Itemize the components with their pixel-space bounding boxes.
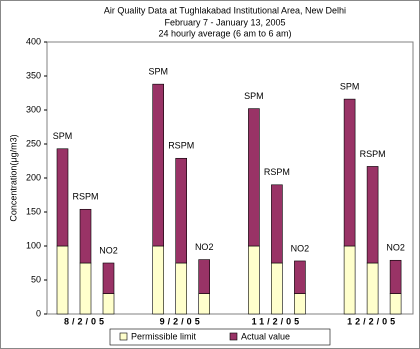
y-tick-label: 300 (26, 104, 41, 114)
chart-subtitle: February 7 - January 13, 2005 (164, 17, 285, 27)
bar-segment (102, 262, 115, 294)
bar-segment (271, 184, 283, 264)
bar-label: SPM (53, 131, 73, 141)
y-tick-label: 0 (36, 308, 41, 318)
y-tick-label: 350 (26, 70, 41, 80)
bar-segment (248, 245, 260, 315)
y-tick-label: 50 (31, 274, 41, 284)
x-group-label: 12/2/05 (347, 316, 398, 326)
bar-label: SPM (148, 67, 168, 77)
bar-segment (56, 148, 69, 247)
x-group-label: 9/2/05 (160, 316, 203, 326)
bar-label: RSPM (72, 192, 98, 202)
legend-swatch (119, 332, 128, 341)
bar-label: NO2 (291, 243, 310, 253)
bar-label: RSPM (168, 141, 194, 151)
legend-label: Actual value (241, 331, 290, 341)
legend-frame (109, 328, 331, 346)
bar-segment (294, 293, 306, 315)
bar-segment (343, 245, 356, 315)
bar-segment (198, 293, 210, 315)
y-axis-label: Concentration(μg/m3) (8, 134, 18, 221)
bar-segment (102, 293, 115, 315)
bar-segment (56, 245, 69, 315)
bar-label: SPM (244, 91, 264, 101)
chart-title: Air Quality Data at Tughlakabad Institut… (104, 5, 346, 15)
bar-segment (152, 245, 164, 315)
legend-swatch (229, 332, 238, 341)
bar-segment (366, 262, 379, 315)
bar-label: NO2 (99, 245, 118, 255)
x-group-label: 8/2/05 (64, 316, 107, 326)
bar-segment (389, 293, 402, 315)
bar-segment (198, 259, 210, 294)
bar-segment (343, 98, 356, 247)
bar-label: RSPM (264, 167, 290, 177)
bar-segment (389, 259, 402, 294)
bar-label: NO2 (195, 242, 214, 252)
bar-label: RSPM (360, 149, 386, 159)
bar-segment (294, 260, 306, 294)
bar-segment (79, 208, 92, 264)
y-tick-label: 200 (26, 172, 41, 182)
y-tick-label: 100 (26, 240, 41, 250)
bar-segment (152, 83, 164, 247)
x-group-label: 11/2/05 (252, 316, 303, 326)
bar-label: SPM (340, 81, 360, 91)
y-tick-label: 150 (26, 206, 41, 216)
bar-segment (175, 157, 187, 264)
bar-segment (271, 262, 283, 315)
legend-label: Permissible limit (131, 331, 197, 341)
bar-segment (175, 262, 187, 315)
bar-segment (79, 262, 92, 315)
chart-subtitle: 24 hourly average (6 am to 6 am) (158, 28, 291, 38)
y-tick-label: 400 (26, 36, 41, 46)
y-tick-label: 250 (26, 138, 41, 148)
bar-segment (248, 108, 260, 247)
bar-segment (366, 166, 379, 264)
bar-label: NO2 (386, 243, 405, 253)
